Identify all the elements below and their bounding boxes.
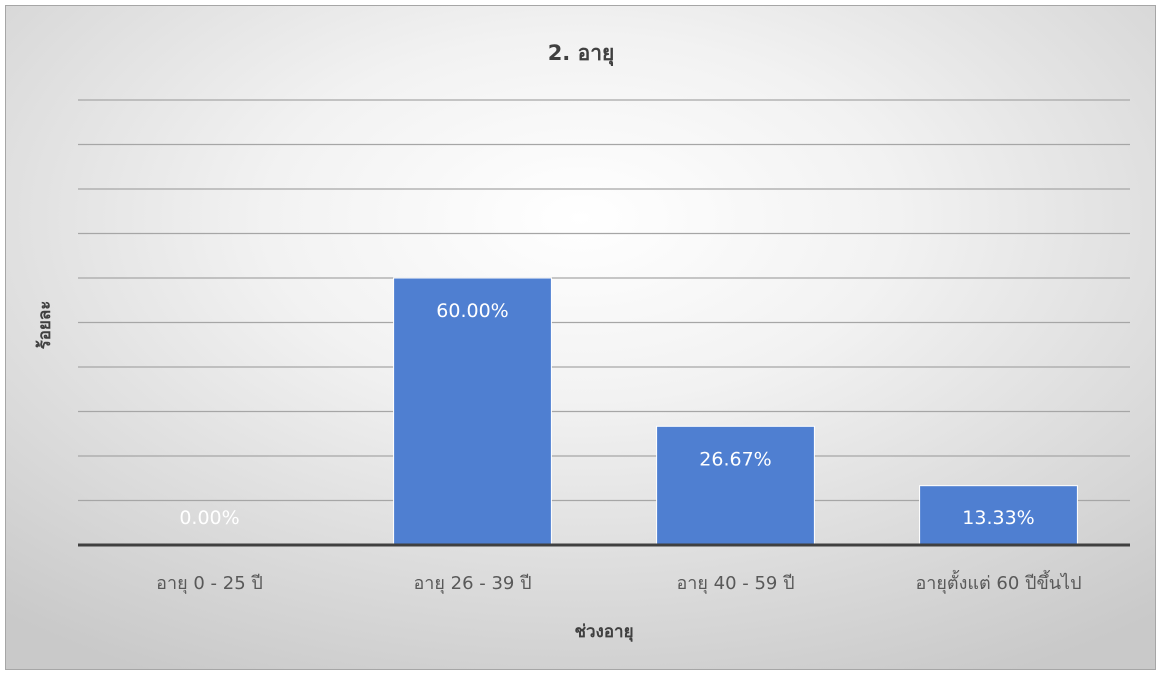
data-labels: 0.00% 60.00% 26.67% 13.33%: [179, 300, 1034, 529]
category-tick-label: อายุ 0 - 25 ปี: [156, 573, 263, 594]
data-label: 26.67%: [699, 448, 771, 470]
category-labels: อายุ 0 - 25 ปี อายุ 26 - 39 ปี อายุ 40 - 5…: [156, 570, 1081, 594]
data-label: 13.33%: [962, 507, 1034, 529]
chart-title: 2. อายุ: [548, 41, 615, 67]
data-label: 60.00%: [436, 300, 508, 322]
bar: [656, 425, 815, 546]
gridlines: [78, 99, 1130, 502]
x-axis-title: ช่วงอายุ: [574, 622, 633, 642]
data-label: 0.00%: [179, 507, 239, 529]
category-tick-label: อายุ 40 - 59 ปี: [676, 573, 794, 594]
y-axis-title: ร้อยละ: [35, 301, 55, 350]
category-tick-label: อายุ 26 - 39 ปี: [413, 573, 531, 594]
bar: [393, 277, 552, 546]
category-tick-label: อายุตั้งแต่ 60 ปีขึ้นไป: [915, 570, 1081, 594]
chart-area: [5, 5, 1156, 670]
